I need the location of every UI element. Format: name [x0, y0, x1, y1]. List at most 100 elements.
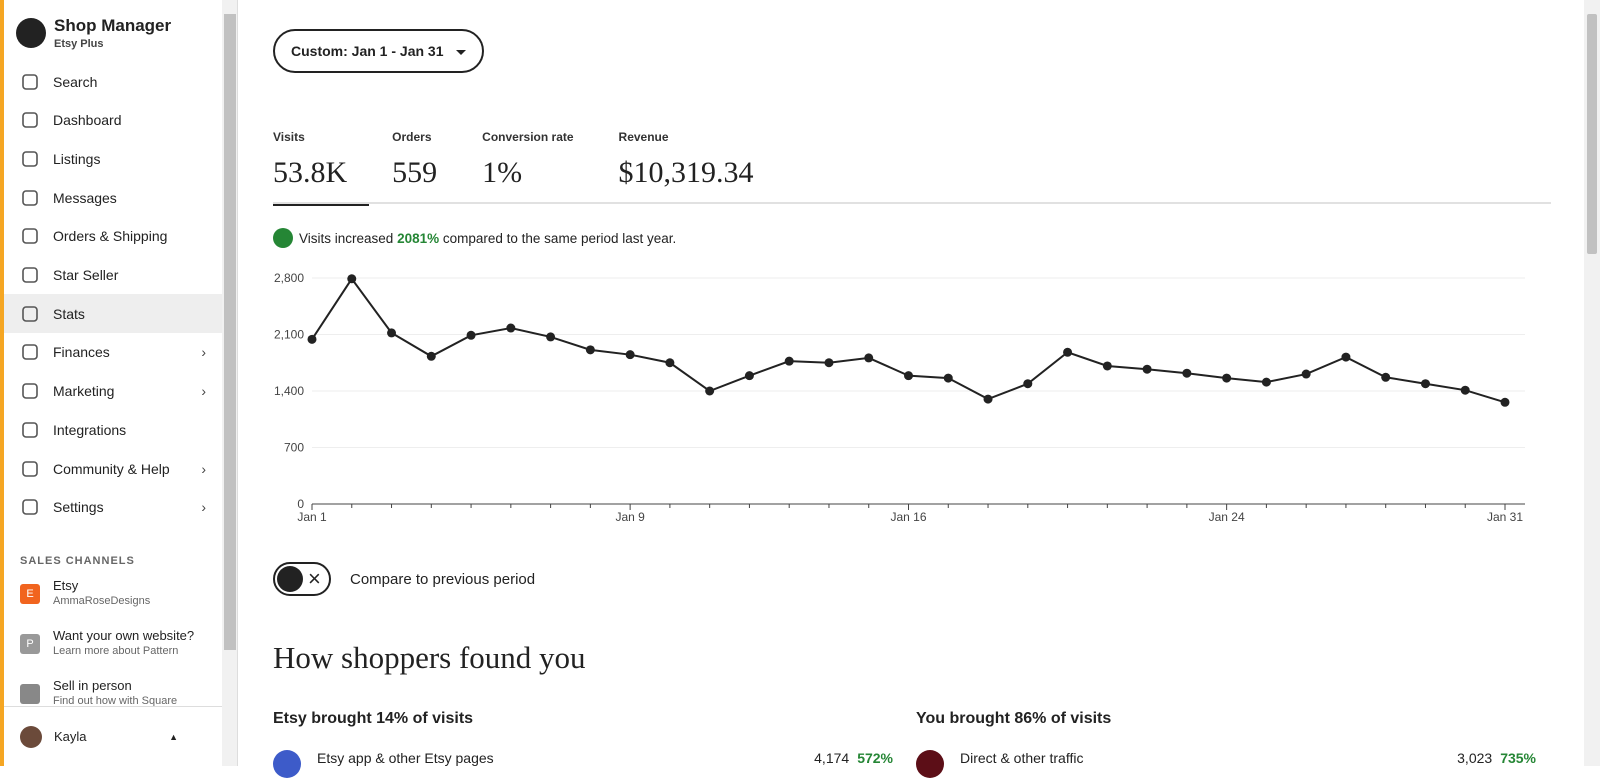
point [307, 334, 317, 344]
point [585, 345, 595, 355]
point [1063, 347, 1073, 357]
toggle-label: Compare to previous period [350, 571, 536, 588]
point [347, 274, 357, 284]
nav-icon [22, 499, 38, 515]
nav-item[interactable]: Stats [4, 294, 222, 334]
x-tick-label: Jan 1 [297, 510, 327, 524]
metric[interactable]: Orders 559 [392, 130, 437, 204]
scrollbar[interactable] [1584, 0, 1600, 766]
source-count: 4,174 [814, 750, 850, 766]
channel[interactable]: E Etsy AmmaRoseDesigns [20, 578, 150, 607]
toggle[interactable] [273, 562, 331, 596]
user-menu[interactable]: Kayla ▲ [4, 706, 222, 766]
nav-icon [22, 151, 38, 167]
point [744, 371, 754, 381]
nav-label: Listings [53, 150, 101, 167]
nav-label: Finances [53, 344, 110, 361]
nav-icon [22, 189, 38, 206]
channel[interactable]: Sell in person Find out how with Square [20, 678, 177, 707]
nav-icon [22, 112, 38, 128]
y-tick-label: 2,800 [274, 271, 304, 285]
nav-icon [22, 267, 38, 283]
shop-title: Shop Manager [54, 16, 172, 35]
point [625, 350, 635, 360]
nav-label: Settings [53, 499, 104, 516]
channel-text: Want your own website? Learn more about P… [53, 628, 194, 657]
channel[interactable]: P Want your own website? Learn more about … [20, 628, 194, 657]
nav-item[interactable]: Finances › [4, 333, 222, 372]
metric-label: Revenue [618, 130, 669, 144]
date-range[interactable]: Custom: Jan 1 - Jan 31 [273, 29, 484, 73]
point [943, 373, 953, 383]
nav-item[interactable]: Listings [4, 139, 222, 178]
point [1420, 379, 1430, 389]
point [546, 332, 556, 342]
metric[interactable]: Revenue $10,319.34 [619, 130, 754, 204]
channel-name: Etsy [53, 578, 79, 593]
main: Custom: Jan 1 - Jan 31 Visits 53.8K Orders… [238, 0, 1584, 778]
point [1222, 373, 1232, 383]
nav-label: Integrations [53, 421, 127, 438]
brand[interactable]: Shop Manager Etsy Plus [16, 16, 171, 50]
point [983, 394, 993, 404]
x-tick-label: Jan 31 [1487, 510, 1523, 524]
source-name: Direct & other traffic [960, 750, 1084, 766]
channel-name: Want your own website? [53, 628, 195, 643]
chevron: › [201, 499, 206, 516]
nav-item[interactable]: Messages [4, 178, 222, 217]
chevron: › [201, 383, 206, 400]
point [824, 358, 834, 368]
channel-sub: AmmaRoseDesigns [53, 595, 151, 607]
source-change: 572% [857, 750, 893, 766]
channel-icon: E [20, 584, 40, 604]
metric[interactable]: Conversion rate 1% [482, 130, 573, 204]
channel-sub: Learn more about Pattern [53, 645, 179, 657]
nav-item[interactable]: Community & Help › [4, 449, 222, 488]
nav-label: Orders & Shipping [53, 228, 168, 245]
point [1102, 361, 1112, 371]
chevron: › [201, 460, 206, 477]
nav-label: Star Seller [53, 267, 119, 283]
nav-label: Dashboard [53, 112, 122, 129]
nav-item[interactable]: Settings › [4, 488, 222, 527]
nav-icon [22, 460, 38, 477]
source-row[interactable]: Etsy app & other Etsy pages 4,174 572% [273, 750, 893, 778]
source-row[interactable]: Direct & other traffic 3,023 735% [916, 750, 1536, 778]
channel-icon [20, 684, 40, 704]
notice-text: Visits increased [299, 230, 394, 246]
nav-item[interactable]: Star Seller [4, 256, 222, 295]
line [311, 277, 1506, 404]
nav-label: Search [53, 73, 98, 90]
source-icon [916, 750, 944, 778]
metric-value: 1% [482, 156, 523, 189]
source-icon [273, 750, 301, 778]
section-heading: SALES CHANNELS [20, 555, 135, 567]
nav-item[interactable]: Marketing › [4, 372, 222, 411]
point [1142, 364, 1152, 374]
nav-item[interactable]: Dashboard [4, 101, 222, 140]
point [426, 351, 436, 361]
point [506, 323, 516, 333]
y-tick-label: 700 [284, 441, 304, 455]
nav-icon [22, 421, 38, 438]
channel-text: Etsy AmmaRoseDesigns [53, 578, 150, 607]
nav-item[interactable]: Integrations [4, 410, 222, 449]
nav-icon [22, 228, 38, 245]
nav-icon [22, 73, 38, 90]
metric[interactable]: Visits 53.8K [273, 130, 370, 206]
source-name: Etsy app & other Etsy pages [317, 750, 494, 766]
y-tick-label: 2,100 [274, 328, 304, 342]
nav-item[interactable]: Search [4, 62, 222, 101]
notice-text: compared to the same period last year. [442, 230, 677, 246]
scrollbar[interactable] [222, 0, 238, 766]
nav-label: Community & Help [53, 460, 170, 477]
channel-text: Sell in person Find out how with Square [53, 678, 177, 707]
point [1261, 377, 1271, 387]
metrics: Visits 53.8K Orders 559 Conversion rate 1% Rev… [273, 130, 1551, 206]
sidebar: Shop Manager Etsy Plus Search Dashboard Lis… [0, 0, 222, 766]
metric-label: Visits [273, 130, 305, 144]
section-title: How shoppers found you [273, 640, 586, 675]
nav-item[interactable]: Orders & Shipping [4, 217, 222, 256]
channel-name: Sell in person [53, 678, 132, 693]
